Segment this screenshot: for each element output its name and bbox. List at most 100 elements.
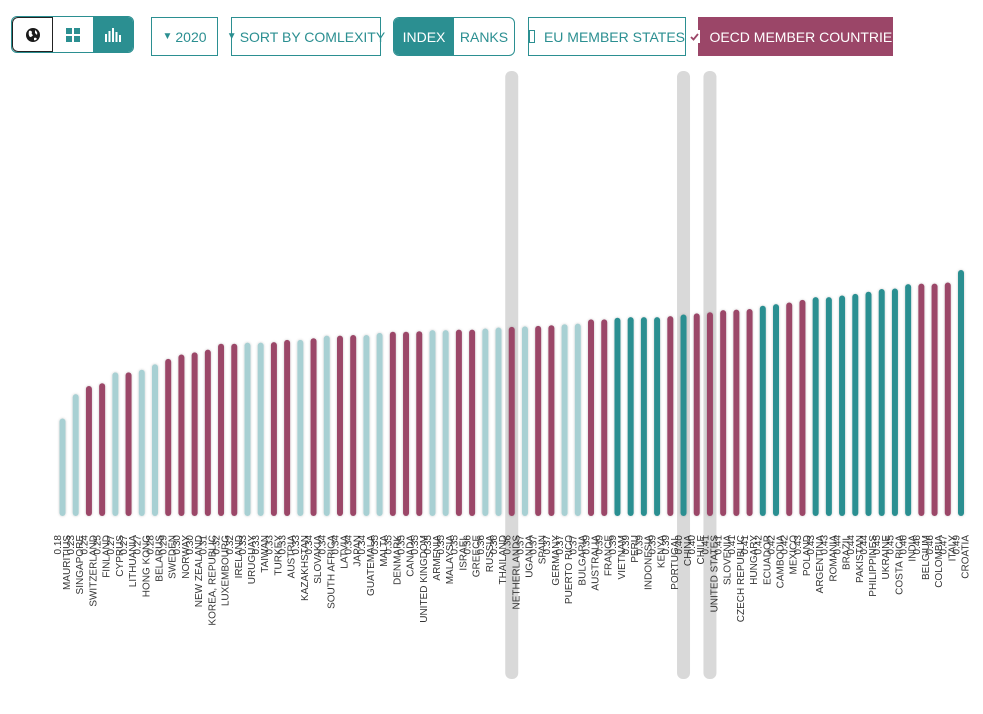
bar[interactable] (85, 385, 92, 516)
bar[interactable] (720, 310, 727, 516)
country-label[interactable]: GUATEMALA (366, 535, 377, 596)
country-label[interactable]: ISRAEL (458, 535, 469, 571)
bar[interactable] (799, 299, 806, 516)
country-label[interactable]: SOUTH AFRICA (326, 535, 337, 609)
country-label[interactable]: GREECE (472, 535, 483, 578)
bar[interactable] (706, 312, 713, 516)
country-label[interactable]: MEXICO (789, 535, 800, 575)
map-view-button[interactable] (12, 17, 54, 52)
bar[interactable] (138, 369, 145, 516)
country-label[interactable]: PAKISTAN (855, 535, 866, 583)
bar[interactable] (151, 364, 158, 516)
country-label[interactable]: BELARUS (154, 535, 165, 582)
bar[interactable] (403, 331, 410, 516)
bar[interactable] (759, 305, 766, 516)
bar[interactable] (376, 332, 383, 516)
bar[interactable] (165, 358, 172, 516)
bar[interactable] (561, 324, 568, 516)
bar[interactable] (125, 372, 132, 516)
bar[interactable] (812, 297, 819, 516)
country-label[interactable]: URUGUAY (247, 535, 258, 585)
bar[interactable] (72, 394, 79, 516)
country-label[interactable]: FRANCE (604, 535, 615, 576)
bar[interactable] (878, 288, 885, 516)
country-label[interactable]: POLAND (802, 535, 813, 576)
bar[interactable] (389, 331, 396, 516)
country-label[interactable]: UGANDA (524, 535, 535, 578)
country-label[interactable]: NORWAY (181, 535, 192, 579)
bar[interactable] (693, 313, 700, 516)
ranks-tab[interactable]: RANKS (459, 28, 509, 45)
bar[interactable] (257, 342, 264, 516)
bar[interactable] (231, 343, 238, 516)
bar[interactable] (865, 291, 872, 516)
bar[interactable] (627, 317, 634, 516)
country-label[interactable]: SWITZERLAND (88, 535, 99, 607)
bar[interactable] (455, 329, 462, 516)
bar[interactable] (640, 317, 647, 516)
country-label[interactable]: HUNGARY (749, 535, 760, 585)
year-dropdown[interactable]: ▼ 2020 (151, 17, 218, 56)
country-label[interactable]: CZECH REPUBLIC (736, 535, 747, 622)
country-label[interactable]: BRAZIL (842, 535, 853, 570)
bar[interactable] (416, 331, 423, 516)
country-label[interactable]: MALTA (379, 535, 390, 567)
country-label[interactable]: INDIA (908, 535, 919, 562)
bar[interactable] (495, 327, 502, 516)
bar[interactable] (270, 342, 277, 516)
country-label[interactable]: TURKEY (273, 535, 284, 576)
index-tab[interactable]: INDEX (394, 18, 454, 55)
country-label[interactable]: RUSSIA (485, 535, 496, 573)
bar[interactable] (218, 343, 225, 516)
country-label[interactable]: TAIWAN (260, 535, 271, 573)
country-label[interactable]: SINGAPORE (75, 535, 86, 595)
bar[interactable] (786, 302, 793, 516)
country-label[interactable]: CROATIA (961, 535, 972, 579)
bar[interactable] (469, 329, 476, 516)
country-label[interactable]: SLOVAKIA (313, 535, 324, 584)
country-label[interactable]: INDONESIA (643, 535, 654, 590)
country-label[interactable]: ITALY (947, 535, 958, 562)
country-label[interactable]: NEW ZEALAND (194, 535, 205, 607)
country-label[interactable]: VIETNAM (617, 535, 628, 579)
country-label[interactable]: SPAIN (538, 535, 549, 564)
bar[interactable] (508, 326, 515, 516)
bar[interactable] (284, 339, 291, 516)
bar[interactable] (918, 283, 925, 516)
country-label[interactable]: UNITED KINGDOM (419, 535, 430, 623)
country-label[interactable]: LUXEMBOURG (221, 535, 232, 606)
country-label[interactable]: PUERTO RICO (564, 535, 575, 604)
bar[interactable] (350, 335, 357, 516)
bar[interactable] (323, 335, 330, 516)
country-label[interactable]: PERU (630, 535, 641, 563)
country-label[interactable]: HONG KONG (141, 535, 152, 597)
country-label[interactable]: GERMANY (551, 535, 562, 586)
country-label[interactable]: KENYA (657, 535, 668, 568)
country-label[interactable]: ROMANIA (828, 535, 839, 582)
bar[interactable] (204, 349, 211, 516)
bar[interactable] (931, 283, 938, 516)
country-label[interactable]: ECUADOR (762, 535, 773, 585)
bar[interactable] (905, 284, 912, 516)
country-label[interactable]: LATVIA (339, 535, 350, 569)
country-label[interactable]: CHILE (696, 535, 707, 565)
bar[interactable] (944, 282, 951, 516)
bar[interactable] (614, 317, 621, 516)
grid-view-button[interactable] (53, 17, 94, 52)
oecd-member-countries-toggle[interactable]: OECD MEMBER COUNTRIES (689, 17, 902, 56)
bar[interactable] (680, 314, 687, 516)
country-label[interactable]: KAZAKHSTAN (300, 535, 311, 601)
bar[interactable] (310, 338, 317, 516)
bar[interactable] (99, 383, 106, 516)
bar[interactable] (574, 323, 581, 516)
bar[interactable] (59, 418, 66, 516)
bar[interactable] (667, 316, 674, 516)
country-label[interactable]: COLOMBIA (934, 535, 945, 588)
bar[interactable] (548, 325, 555, 516)
country-label[interactable]: PHILIPPINES (868, 535, 879, 597)
country-label[interactable]: AUSTRIA (287, 535, 298, 579)
bar[interactable] (839, 295, 846, 516)
bar-chart-view-button[interactable] (93, 17, 133, 52)
bar[interactable] (535, 325, 542, 516)
country-label[interactable]: JAPAN (353, 535, 364, 567)
